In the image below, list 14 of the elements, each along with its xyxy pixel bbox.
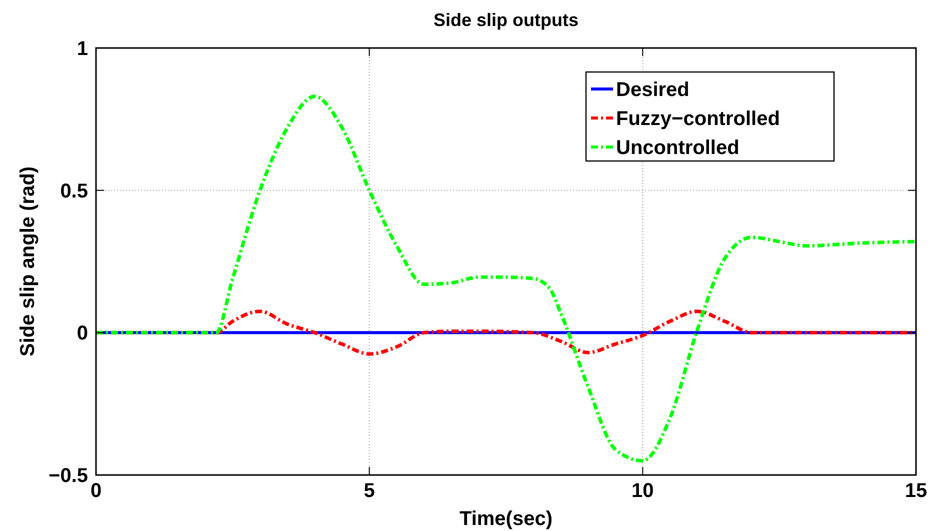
y-tick-label: −0.5 — [48, 465, 88, 487]
x-tick-label: 0 — [90, 480, 102, 502]
legend-label: Desired — [616, 79, 690, 101]
legend-label: Uncontrolled — [616, 137, 740, 159]
x-tick-label: 5 — [364, 480, 375, 502]
chart-title: Side slip outputs — [433, 10, 579, 30]
y-tick-label: 0 — [76, 322, 88, 345]
y-tick-label: 0.5 — [60, 180, 88, 202]
legend-label: Fuzzy−controlled — [616, 108, 780, 130]
x-axis-title: Time(sec) — [459, 508, 553, 530]
y-tick-label: 1 — [76, 38, 88, 60]
x-tick-label: 15 — [904, 480, 928, 502]
y-axis-title: Side slip angle (rad) — [17, 166, 39, 357]
x-tick-label: 10 — [632, 480, 654, 502]
